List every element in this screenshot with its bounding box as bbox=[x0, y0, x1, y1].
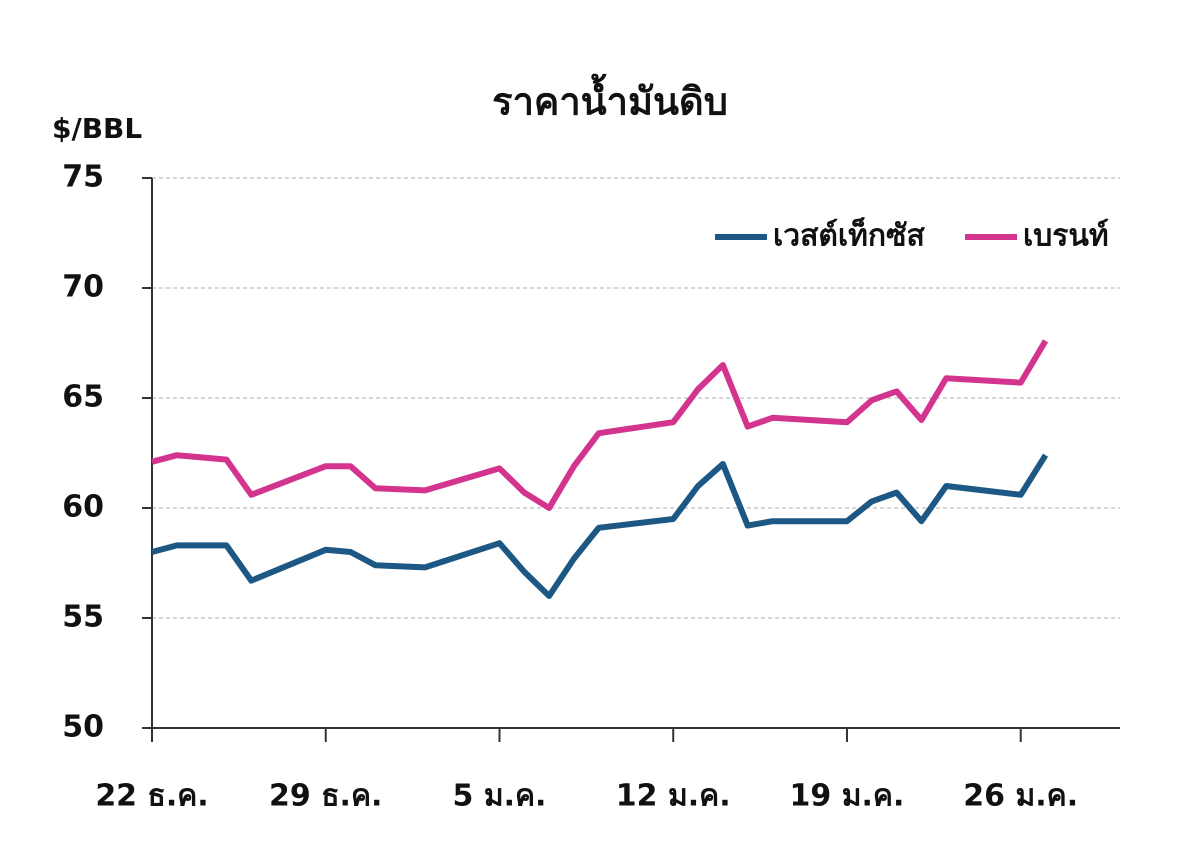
x-tick-label: 12 ม.ค. bbox=[616, 779, 731, 814]
y-tick-label: 70 bbox=[62, 270, 104, 305]
x-tick-label: 29 ธ.ค. bbox=[269, 779, 382, 814]
line-series bbox=[151, 453, 1049, 599]
y-tick-label: 50 bbox=[62, 710, 104, 745]
y-axis-label: $/BBL bbox=[52, 112, 142, 145]
x-tick-label: 22 ธ.ค. bbox=[95, 779, 208, 814]
y-tick-label: 75 bbox=[62, 160, 104, 195]
x-tick-label: 19 ม.ค. bbox=[790, 779, 905, 814]
y-tick-label: 55 bbox=[62, 600, 104, 635]
x-tick-label: 26 ม.ค. bbox=[963, 779, 1078, 814]
legend-label: เบรนท์ bbox=[1023, 219, 1109, 254]
y-tick-label: 60 bbox=[62, 490, 104, 525]
chart-title: ราคาน้ำมันดิบ bbox=[492, 74, 728, 124]
y-tick-label: 65 bbox=[62, 380, 104, 415]
line-series bbox=[151, 339, 1049, 511]
legend-label: เวสต์เท็กซัส bbox=[773, 217, 925, 254]
x-tick-label: 5 ม.ค. bbox=[453, 779, 547, 814]
